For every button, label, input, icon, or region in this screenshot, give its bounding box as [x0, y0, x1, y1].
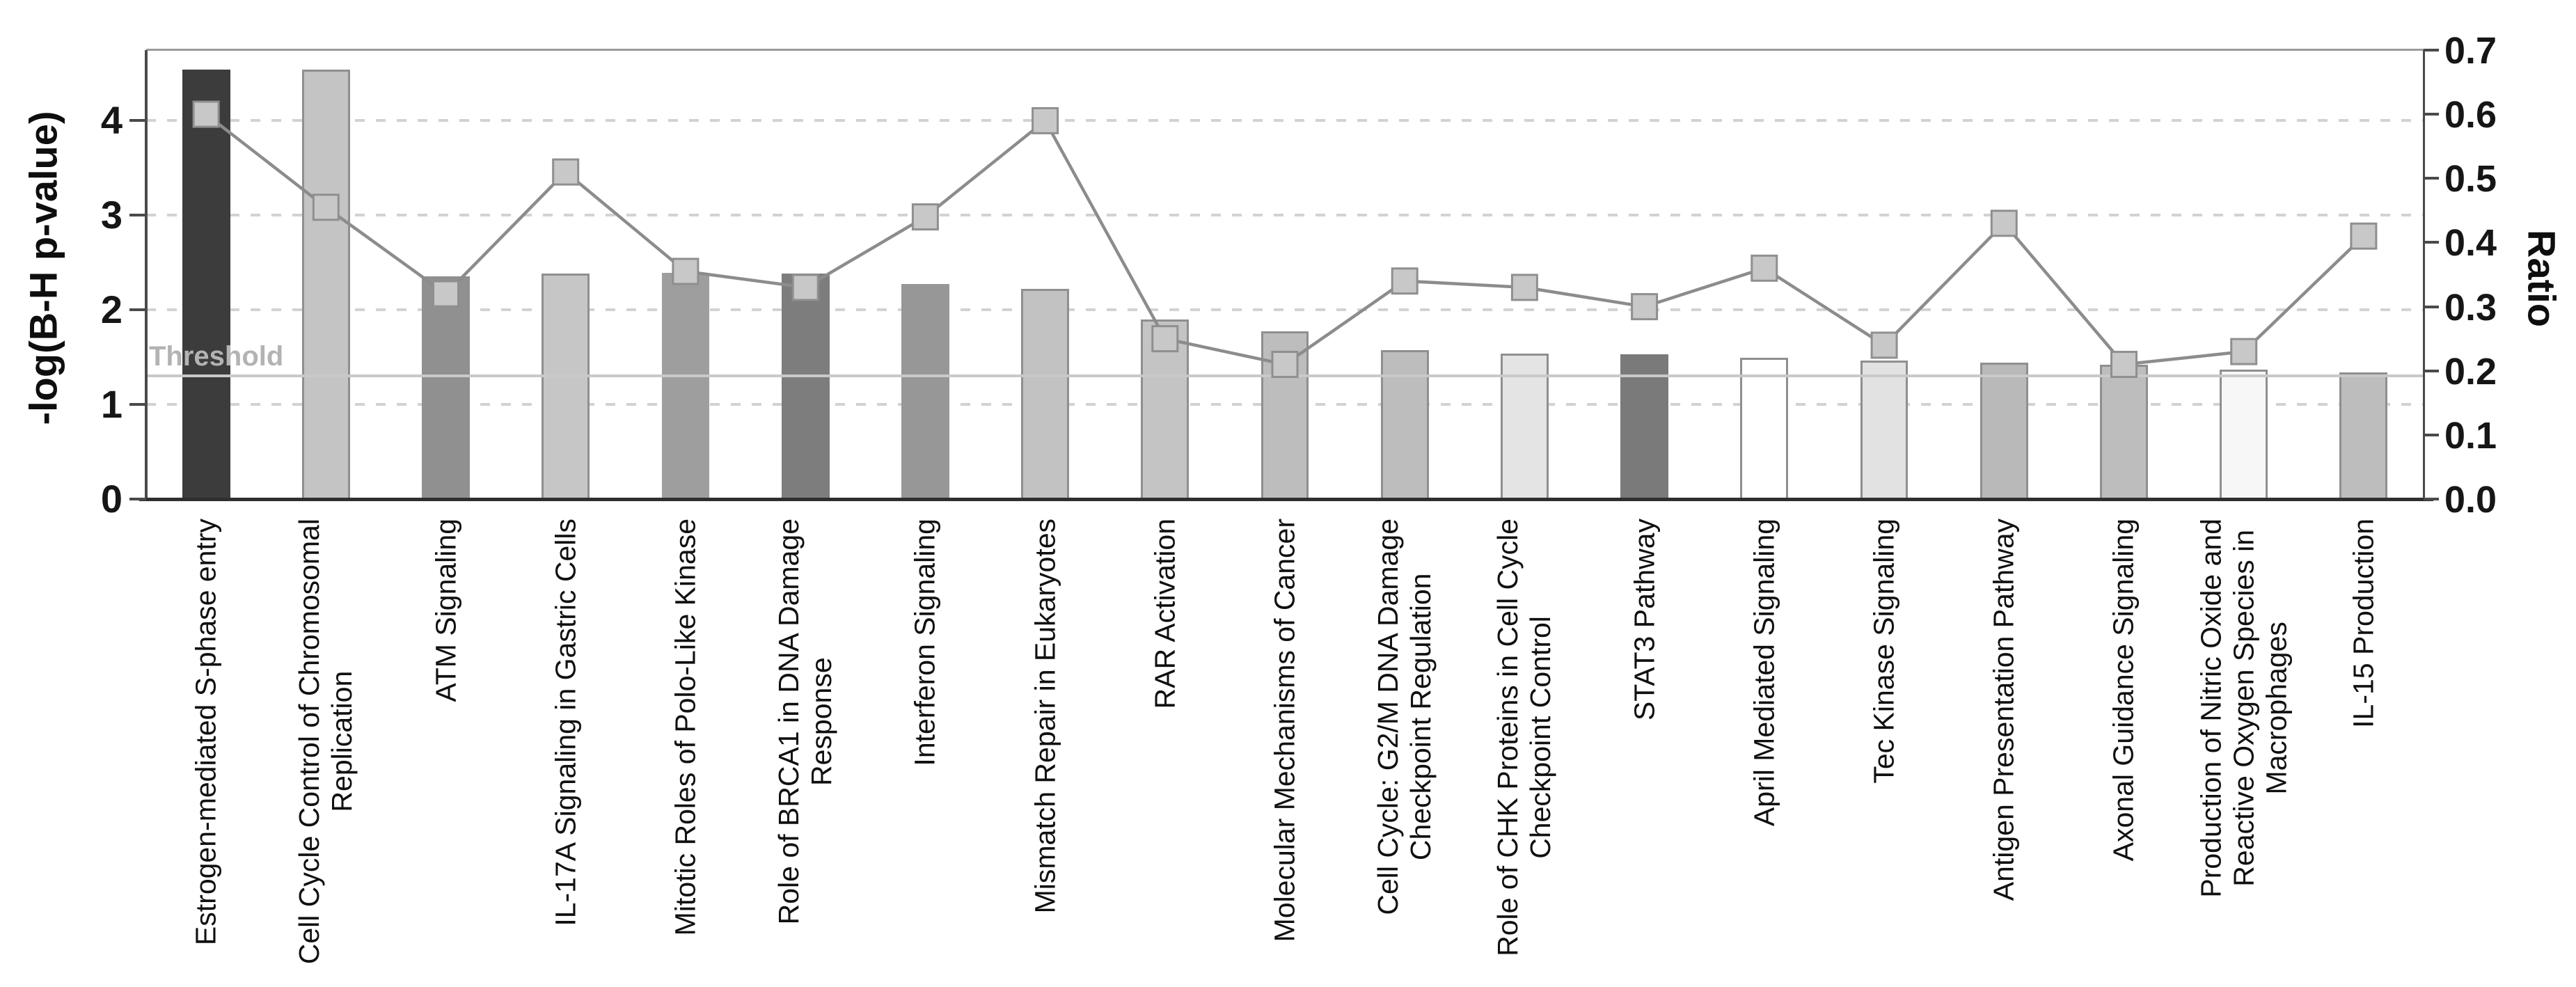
bar [1980, 363, 2028, 499]
left-axis-line [145, 50, 148, 499]
right-axis-tick [2424, 369, 2439, 372]
bar [422, 276, 470, 499]
right-axis-tick-label: 0.5 [2444, 158, 2497, 200]
ratio-marker [911, 203, 939, 231]
bar [1380, 350, 1429, 499]
right-axis-line [2423, 50, 2425, 499]
gridline [146, 119, 2424, 122]
ratio-marker [1391, 267, 1419, 295]
x-axis-label: Tec Kinase Signaling [1867, 519, 1900, 784]
bar [1261, 331, 1309, 499]
x-axis-label: IL-17A Signaling in Gastric Cells [549, 519, 582, 926]
left-axis-tick [129, 308, 146, 311]
bar [1141, 319, 1190, 499]
right-axis-tick [2424, 498, 2439, 500]
bar [1021, 289, 1069, 499]
x-axis-label: STAT3 Pathway [1628, 519, 1661, 721]
right-axis-tick [2424, 113, 2439, 116]
ratio-marker [2350, 222, 2378, 250]
x-axis-label: Antigen Presentation Pathway [1987, 519, 2020, 901]
left-axis-tick-label: 4 [100, 98, 123, 142]
ratio-marker [552, 158, 580, 186]
bar [1500, 353, 1549, 499]
gridline [146, 214, 2424, 216]
x-axis-label: Interferon Signaling [908, 519, 941, 766]
x-axis-label: Production of Nitric Oxide and Reactive … [2195, 519, 2293, 898]
threshold-label: Threshold [149, 341, 284, 372]
bar [1860, 361, 1909, 499]
right-axis-tick-label: 0.3 [2444, 286, 2497, 329]
left-axis-tick [129, 214, 146, 216]
right-axis-tick-label: 0.6 [2444, 94, 2497, 136]
right-axis-tick [2424, 305, 2439, 308]
x-axis-label: RAR Activation [1148, 519, 1181, 709]
right-axis-tick [2424, 241, 2439, 244]
left-axis-tick-label: 2 [100, 287, 123, 331]
x-axis-label: April Mediated Signaling [1748, 519, 1780, 827]
left-axis-tick-label: 3 [100, 193, 123, 237]
right-axis-tick [2424, 433, 2439, 436]
left-axis-tick-label: 0 [100, 477, 123, 521]
bar [2339, 372, 2388, 499]
x-axis-label: Mitotic Roles of Polo-Like Kinase [669, 519, 702, 936]
right-axis-title: Ratio [2520, 229, 2564, 327]
x-axis-label: IL-15 Production [2347, 519, 2380, 728]
ratio-marker [1510, 274, 1538, 301]
bar [901, 284, 949, 499]
bar [1740, 358, 1789, 499]
right-axis-tick-label: 0.0 [2444, 479, 2497, 521]
x-axis-label: Cell Cycle Control of Chromosomal Replic… [293, 519, 358, 965]
left-axis-tick [129, 403, 146, 406]
x-axis-label: Estrogen-mediated S-phase entry [189, 519, 222, 946]
x-axis-label: Axonal Guidance Signaling [2107, 519, 2140, 862]
x-axis-label: Mismatch Repair in Eukaryotes [1029, 519, 1061, 914]
x-axis-label: Cell Cycle: G2/M DNA Damage Checkpoint R… [1372, 519, 1437, 915]
gridline [146, 308, 2424, 311]
right-axis-tick-label: 0.7 [2444, 30, 2497, 72]
x-axis-label: ATM Signaling [429, 519, 462, 702]
left-axis-tick-label: 1 [100, 382, 123, 426]
left-axis-tick [129, 498, 146, 500]
bar [661, 272, 710, 499]
left-axis-title: -log(B-H p-value) [21, 110, 65, 425]
right-axis-tick-label: 0.1 [2444, 414, 2497, 457]
threshold-line [146, 374, 2424, 378]
left-axis-tick [129, 119, 146, 122]
ratio-marker [2230, 338, 2258, 365]
ratio-marker [1751, 254, 1778, 282]
bar [1620, 354, 1669, 499]
right-axis-tick [2424, 177, 2439, 180]
right-axis-tick [2424, 49, 2439, 52]
x-axis-label: Role of CHK Proteins in Cell Cycle Check… [1492, 519, 1557, 956]
right-axis-tick-label: 0.2 [2444, 350, 2497, 393]
right-axis-tick-label: 0.4 [2444, 222, 2497, 264]
ratio-marker [1631, 293, 1659, 321]
ratio-marker [1870, 331, 1898, 359]
bar [301, 69, 350, 499]
x-axis-line [139, 498, 2433, 501]
plot-frame-top [146, 49, 2424, 51]
x-axis-label: Molecular Mechanisms of Cancer [1268, 519, 1301, 942]
bar [2100, 364, 2148, 499]
bar [542, 274, 590, 499]
bar [2220, 369, 2268, 499]
bar [781, 274, 830, 499]
bar [182, 69, 230, 499]
x-axis-label: Role of BRCA1 in DNA Damage Response [773, 519, 838, 925]
ratio-line [205, 113, 2365, 366]
